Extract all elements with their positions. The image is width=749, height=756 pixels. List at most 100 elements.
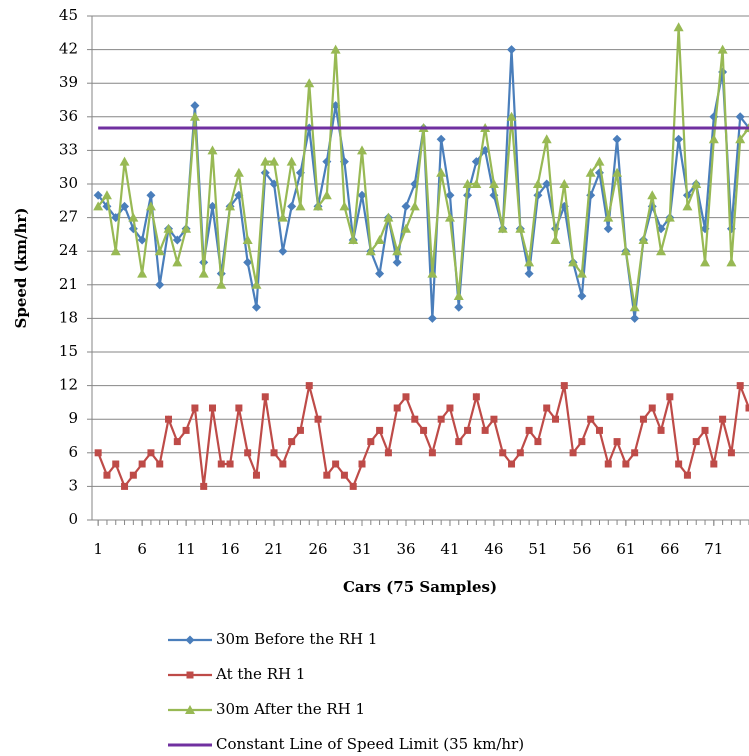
point	[295, 201, 306, 211]
point	[365, 246, 376, 256]
point	[226, 460, 234, 468]
x-tick-label: 11	[177, 540, 196, 558]
point	[357, 145, 368, 155]
point	[189, 111, 200, 121]
point	[340, 471, 348, 479]
point	[488, 179, 499, 188]
x-tick-label: 36	[396, 540, 415, 558]
point	[138, 460, 146, 468]
point	[129, 471, 137, 479]
point	[481, 426, 489, 434]
point	[542, 179, 552, 189]
point	[286, 156, 297, 166]
point	[172, 235, 182, 245]
point	[296, 426, 304, 434]
point	[103, 471, 111, 479]
point	[585, 167, 596, 177]
point	[270, 449, 278, 457]
point	[367, 438, 375, 446]
point	[146, 190, 156, 200]
point	[656, 246, 667, 256]
point	[710, 460, 718, 468]
point	[375, 269, 385, 279]
point	[568, 257, 579, 267]
point	[657, 426, 665, 434]
point	[121, 482, 129, 490]
y-tick-label: 42	[59, 40, 78, 58]
point	[392, 257, 402, 267]
point	[225, 201, 236, 211]
point	[673, 22, 684, 32]
point	[506, 111, 517, 121]
point	[532, 179, 543, 188]
point	[191, 404, 199, 412]
point	[279, 460, 287, 468]
point	[110, 246, 121, 256]
point	[612, 167, 623, 177]
x-tick-label: 26	[308, 540, 327, 558]
x-tick-label: 21	[265, 540, 284, 558]
point	[94, 449, 102, 457]
legend: 30m Before the RH 1 At the RH 1 30m After …	[168, 630, 524, 753]
point	[516, 449, 524, 457]
point	[427, 268, 438, 278]
point	[691, 179, 702, 188]
point	[243, 257, 253, 267]
point	[726, 257, 737, 267]
y-tick-label: 6	[68, 443, 78, 461]
point	[277, 212, 288, 222]
legend-marker	[185, 705, 195, 714]
point	[736, 382, 744, 390]
point	[735, 112, 745, 122]
y-tick-label: 24	[59, 241, 78, 259]
point	[402, 393, 410, 401]
point	[708, 134, 719, 144]
point	[349, 482, 357, 490]
point	[165, 415, 173, 423]
point	[339, 201, 350, 211]
point	[576, 268, 587, 278]
point	[436, 167, 447, 177]
point	[287, 201, 297, 211]
x-tick-label: 46	[484, 540, 503, 558]
point	[288, 438, 296, 446]
point	[261, 393, 269, 401]
y-tick-label: 36	[59, 107, 78, 125]
y-tick-label: 27	[59, 208, 78, 226]
point	[269, 156, 280, 166]
point	[400, 223, 411, 233]
legend-label: 30m Before the RH 1	[216, 630, 377, 648]
point	[392, 246, 403, 256]
point	[93, 190, 103, 200]
point	[93, 201, 104, 211]
point	[120, 201, 130, 211]
point	[524, 257, 535, 267]
x-tick-label: 71	[704, 540, 723, 558]
point	[437, 415, 445, 423]
point	[137, 268, 148, 278]
legend-label: 30m After the RH 1	[216, 700, 365, 718]
point	[137, 235, 147, 245]
point	[603, 224, 613, 234]
point	[455, 438, 463, 446]
point	[190, 101, 200, 111]
point	[524, 269, 534, 279]
point	[233, 167, 244, 177]
point	[278, 246, 288, 256]
plot-area	[93, 22, 749, 490]
point	[445, 190, 455, 200]
point	[717, 44, 728, 54]
point	[612, 134, 622, 144]
point	[119, 156, 130, 166]
point	[454, 302, 464, 312]
x-axis-title: Cars (75 Samples)	[343, 578, 497, 596]
point	[305, 382, 313, 390]
legend-label: Constant Line of Speed Limit (35 km/hr)	[216, 735, 524, 753]
point	[163, 223, 174, 233]
point	[543, 404, 551, 412]
point	[490, 415, 498, 423]
series-line	[97, 27, 749, 308]
point	[507, 45, 517, 55]
point	[154, 246, 165, 256]
point	[675, 460, 683, 468]
